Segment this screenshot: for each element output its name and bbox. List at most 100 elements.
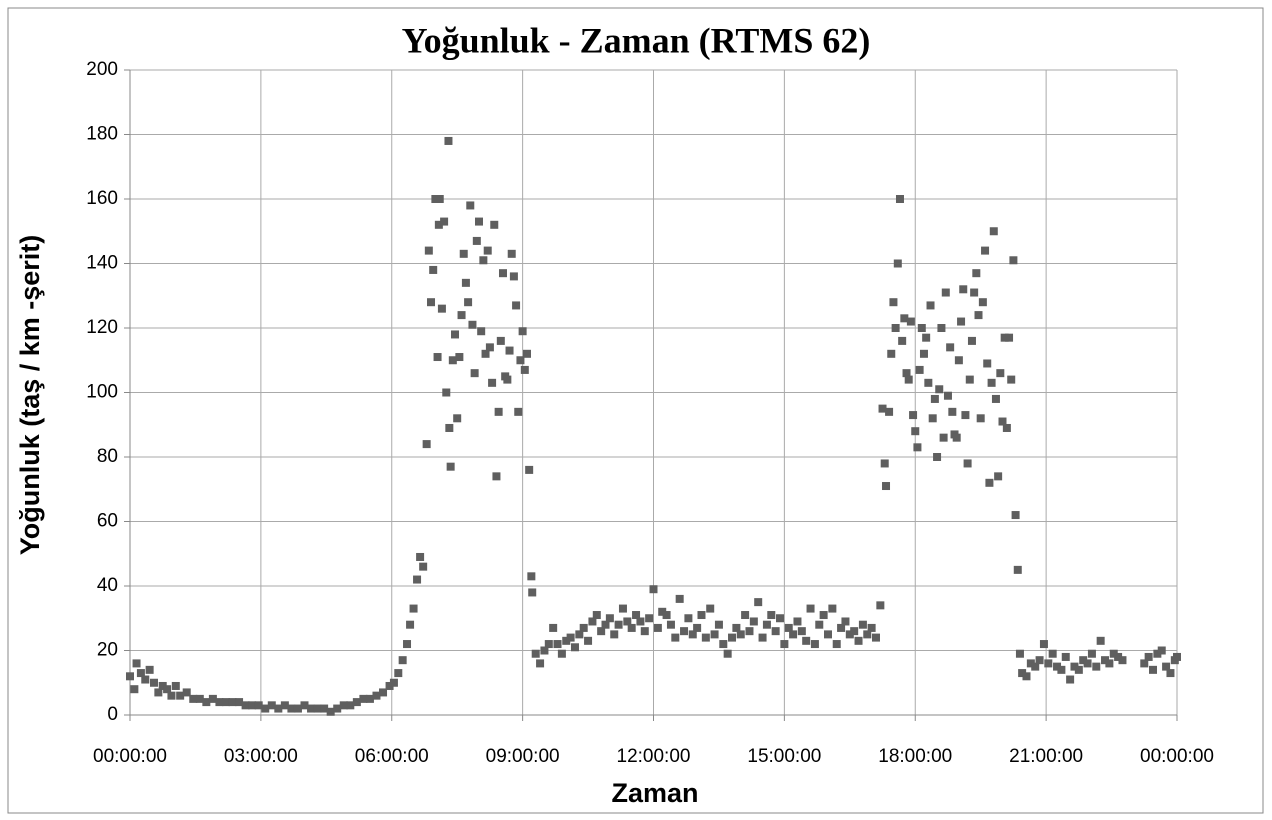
point <box>793 617 802 626</box>
point <box>943 391 952 400</box>
x-tick-label: 21:00:00 <box>1009 746 1083 767</box>
point <box>163 685 172 694</box>
point <box>802 636 811 645</box>
point <box>974 311 983 320</box>
point <box>461 278 470 287</box>
point <box>406 620 415 629</box>
point <box>675 594 684 603</box>
point <box>882 482 891 491</box>
point <box>819 611 828 620</box>
point <box>762 620 771 629</box>
point <box>895 195 904 203</box>
point <box>915 365 924 374</box>
y-tick-label: 60 <box>97 511 118 532</box>
point <box>904 375 913 384</box>
point <box>710 630 719 639</box>
point <box>911 427 920 436</box>
point <box>758 633 767 642</box>
point <box>845 630 854 639</box>
point <box>776 614 785 623</box>
point <box>1005 333 1014 342</box>
point <box>579 623 588 632</box>
point <box>492 472 501 481</box>
point <box>1079 656 1088 665</box>
point <box>228 698 237 707</box>
point <box>627 623 636 632</box>
point <box>416 552 425 561</box>
point <box>300 701 309 710</box>
point <box>339 701 348 710</box>
point <box>898 336 907 345</box>
point <box>274 704 283 713</box>
point <box>215 698 224 707</box>
y-tick-label: 200 <box>86 59 118 80</box>
point <box>208 694 217 703</box>
point <box>472 236 481 245</box>
point <box>789 630 798 639</box>
point <box>507 249 516 258</box>
point <box>221 698 230 707</box>
point <box>1166 669 1175 678</box>
point <box>570 643 579 652</box>
point <box>154 688 163 697</box>
x-tick-label: 03:00:00 <box>224 746 298 767</box>
point <box>680 627 689 636</box>
point <box>419 562 428 571</box>
point <box>987 378 996 387</box>
point <box>972 269 981 278</box>
point <box>496 336 505 345</box>
point <box>1074 665 1083 674</box>
point <box>662 611 671 620</box>
point <box>649 585 658 594</box>
point <box>1026 659 1035 668</box>
point <box>427 298 436 307</box>
point <box>889 298 898 307</box>
point <box>913 443 922 452</box>
point <box>176 691 185 700</box>
y-tick-label: 100 <box>86 382 118 403</box>
point <box>470 369 479 378</box>
point <box>464 298 473 307</box>
point <box>528 588 537 597</box>
point <box>967 336 976 345</box>
point <box>701 633 710 642</box>
point <box>293 704 302 713</box>
point <box>632 611 641 620</box>
y-tick-label: 140 <box>86 253 118 274</box>
point <box>741 611 750 620</box>
point <box>1153 649 1162 658</box>
point <box>531 649 540 658</box>
point <box>522 349 531 358</box>
point <box>398 656 407 665</box>
point <box>1007 375 1016 384</box>
x-tick-label: 15:00:00 <box>747 746 821 767</box>
point <box>732 623 741 632</box>
point <box>509 272 518 281</box>
point <box>490 220 499 229</box>
point <box>909 411 918 420</box>
point <box>978 298 987 307</box>
point <box>431 195 440 203</box>
point <box>379 688 388 697</box>
y-axis-label: Yoğunluk (taş / km -şerit) <box>15 235 45 556</box>
point <box>445 423 454 432</box>
point <box>475 217 483 226</box>
point <box>503 375 512 384</box>
point <box>887 349 896 358</box>
point <box>182 688 191 697</box>
point <box>994 472 1003 481</box>
point <box>706 604 715 613</box>
point <box>494 407 503 416</box>
point <box>385 681 394 690</box>
point <box>136 669 145 678</box>
point <box>485 343 494 352</box>
point <box>442 388 451 397</box>
point <box>1070 662 1079 671</box>
point <box>1011 511 1020 520</box>
point <box>636 617 645 626</box>
point <box>1018 669 1027 678</box>
point <box>352 698 361 707</box>
point <box>850 627 859 636</box>
point <box>514 407 523 416</box>
point <box>446 462 455 471</box>
